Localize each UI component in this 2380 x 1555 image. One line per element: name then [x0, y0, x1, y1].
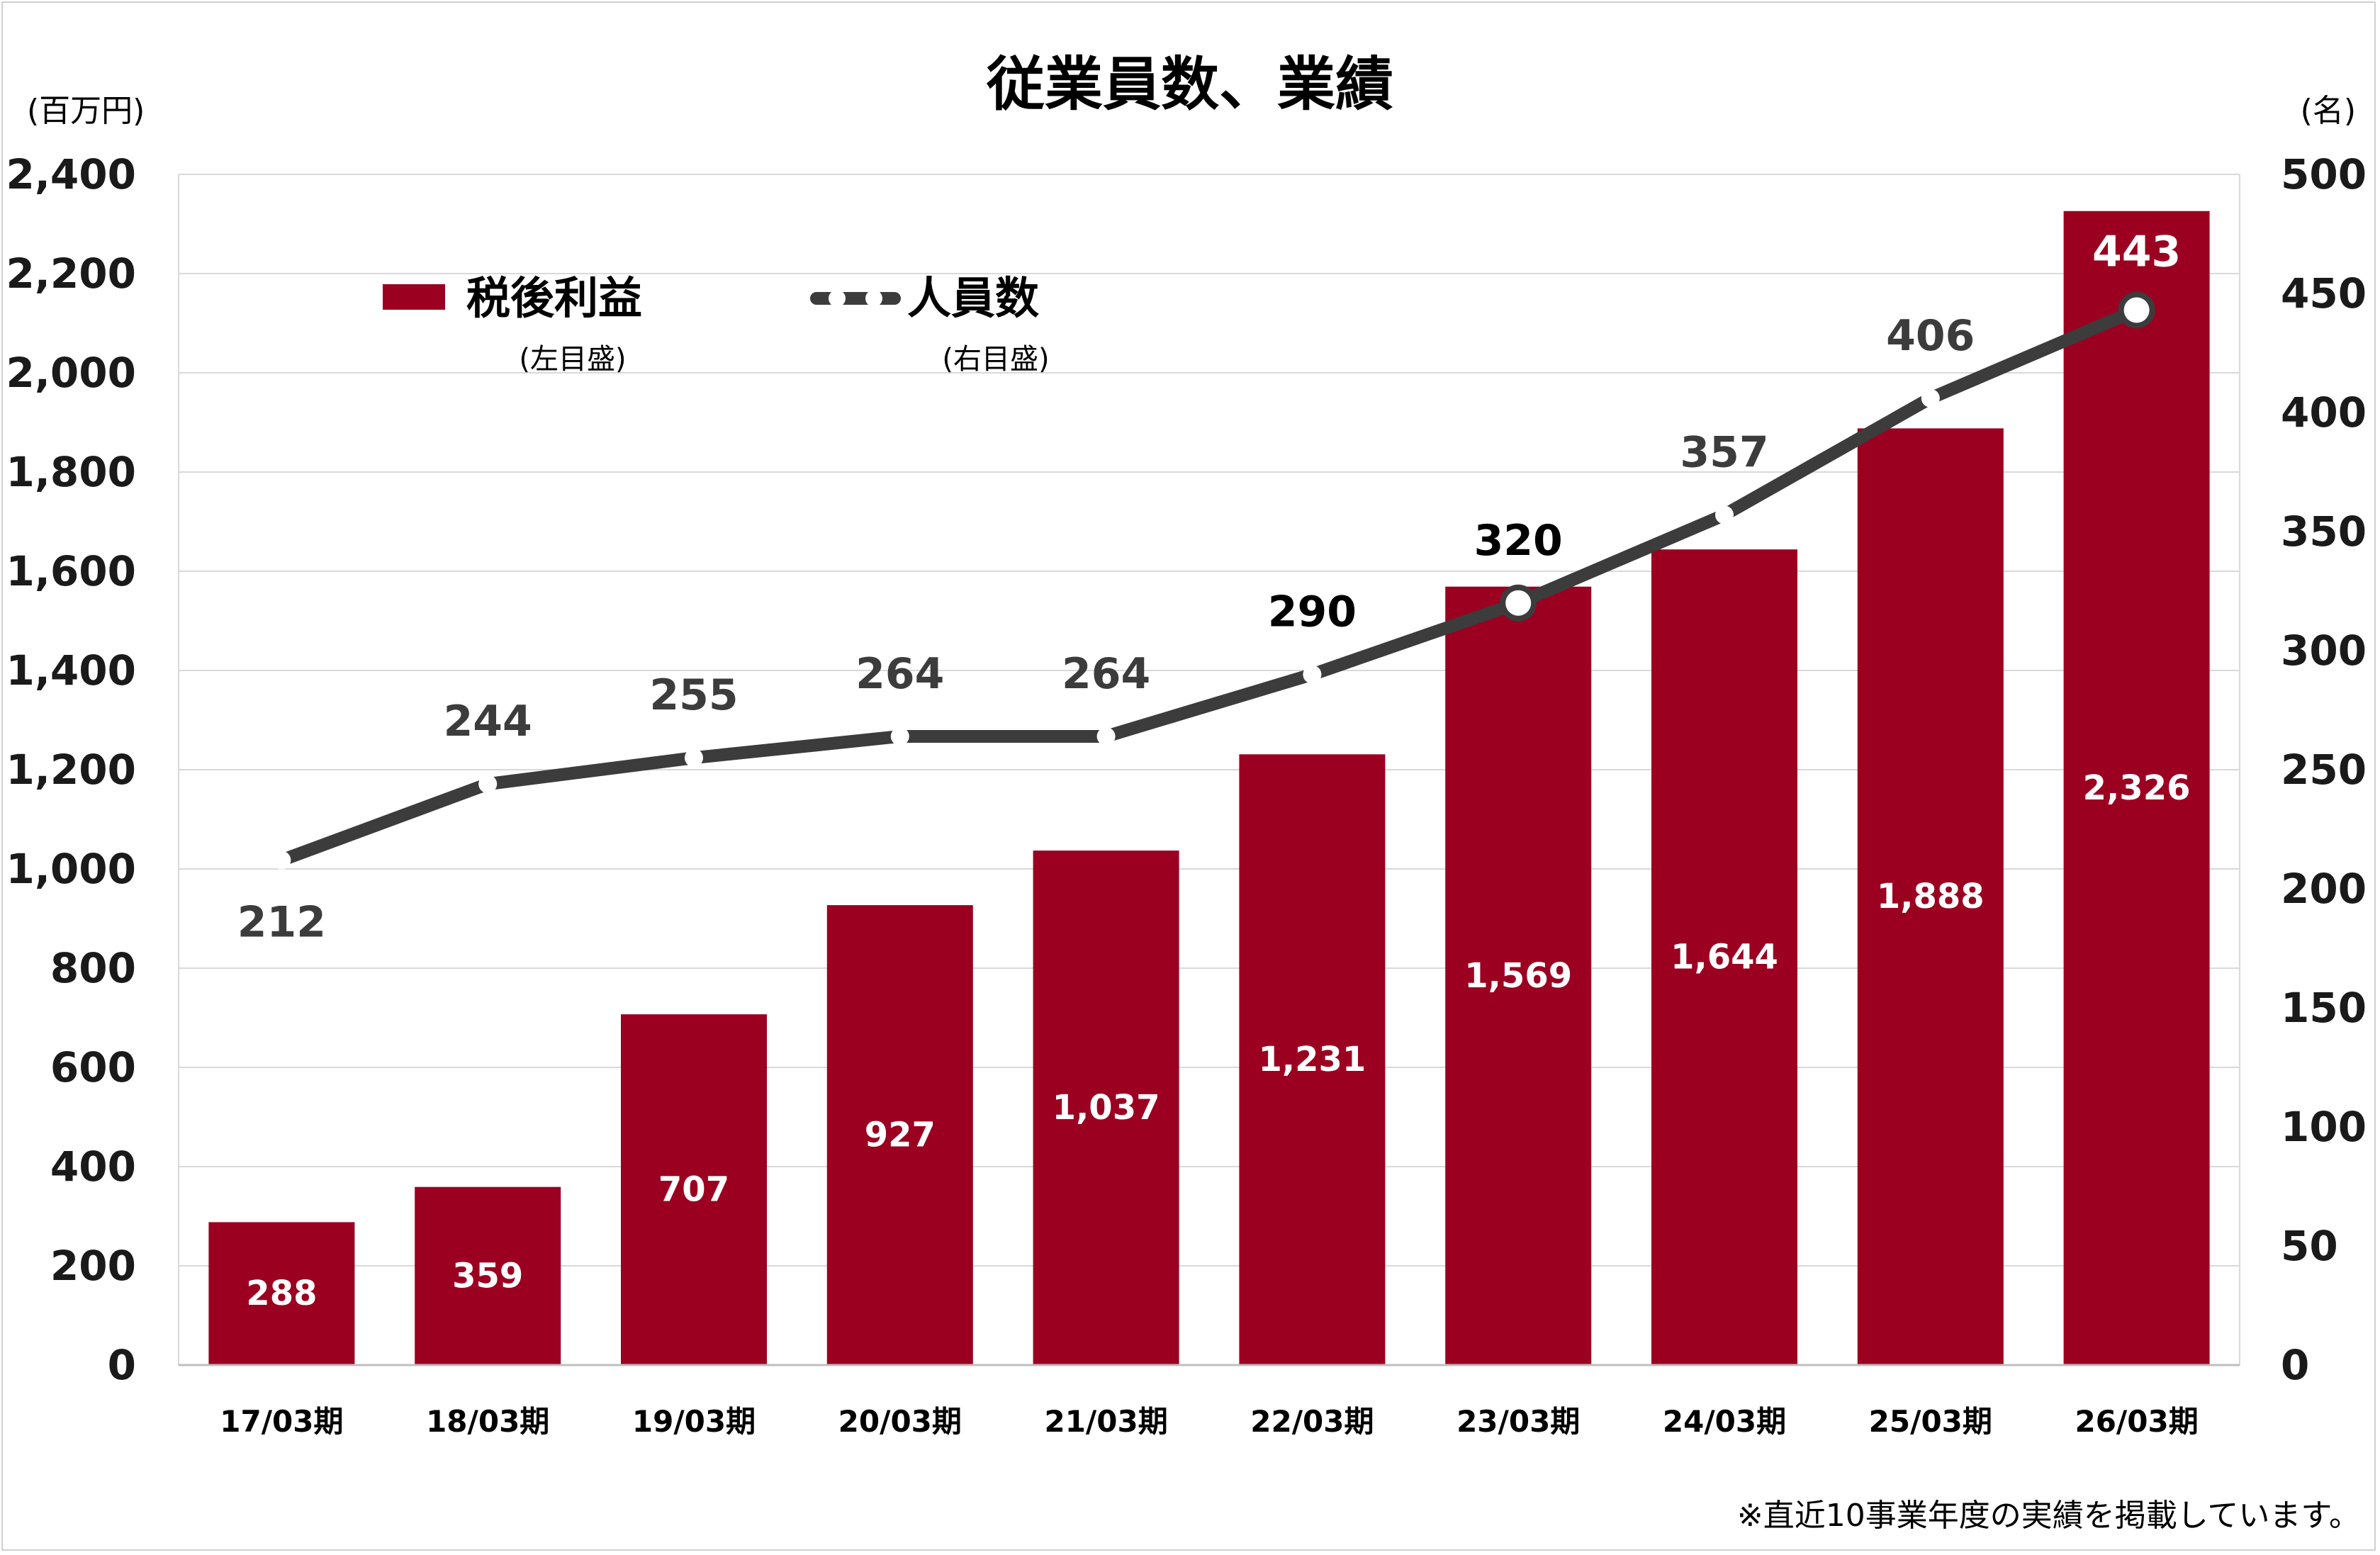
line-point	[1303, 665, 1322, 684]
line-point	[1921, 388, 1940, 408]
x-tick-label: 20/03期	[838, 1404, 962, 1439]
line-point	[272, 851, 291, 870]
y-left-tick-label: 600	[50, 1043, 136, 1091]
bar-value-label: 1,231	[1258, 1040, 1366, 1079]
x-tick-label: 18/03期	[426, 1404, 549, 1439]
footnote: ※直近10事業年度の実績を掲載しています。	[1736, 1498, 2360, 1534]
line-point	[1715, 505, 1734, 524]
chart-title: 従業員数、業績	[986, 51, 1393, 118]
y-right-tick-label: 150	[2281, 984, 2367, 1032]
y-left-tick-label: 2,400	[6, 150, 136, 198]
y-left-tick-label: 0	[108, 1341, 136, 1389]
bar	[1033, 851, 1179, 1365]
y-left-tick-label: 1,400	[6, 646, 136, 695]
bar-value-label: 2,326	[2083, 768, 2191, 808]
y-right-tick-label: 100	[2281, 1103, 2367, 1151]
bar	[1857, 428, 2004, 1365]
line-value-label: 290	[1268, 588, 1357, 637]
bar	[1445, 586, 1592, 1366]
line-value-label: 320	[1474, 516, 1563, 566]
x-tick-label: 21/03期	[1044, 1404, 1167, 1439]
line-value-label: 244	[444, 697, 532, 746]
x-tick-label: 24/03期	[1663, 1404, 1786, 1439]
line-value-label: 255	[649, 670, 738, 720]
bar-value-label: 707	[658, 1170, 729, 1210]
y-right-tick-label: 500	[2281, 150, 2367, 198]
x-tick-label: 23/03期	[1456, 1404, 1580, 1439]
line-point-highlight-inner	[2123, 297, 2150, 323]
x-tick-label: 17/03期	[220, 1404, 343, 1439]
line-value-label: 443	[2092, 228, 2181, 277]
legend-bar-label: 税後利益	[466, 272, 642, 324]
y-left-tick-label: 400	[50, 1143, 136, 1191]
x-tick-label: 26/03期	[2075, 1404, 2198, 1439]
x-tick-label: 25/03期	[1869, 1404, 1992, 1439]
y-left-tick-label: 200	[50, 1242, 136, 1290]
line-value-label: 357	[1680, 427, 1768, 477]
bar-value-label: 1,569	[1464, 956, 1572, 996]
y-right-tick-label: 0	[2281, 1341, 2309, 1389]
y-left-tick-label: 2,200	[6, 249, 136, 298]
line-value-label: 406	[1886, 311, 1975, 361]
legend: 税後利益 (左目盛) 人員数 (右目盛)	[383, 272, 1050, 376]
legend-line-label: 人員数	[907, 272, 1039, 324]
bar	[621, 1014, 767, 1365]
bar-series	[208, 210, 2210, 1366]
legend-line-sub: (右目盛)	[942, 343, 1049, 376]
y-left-tick-label: 800	[50, 944, 136, 992]
bar	[1651, 549, 1797, 1366]
line-point	[1096, 726, 1116, 746]
line-point	[478, 775, 498, 794]
legend-bar-sub: (左目盛)	[519, 343, 626, 376]
line-point-highlight-inner	[1505, 590, 1532, 616]
bar	[415, 1186, 561, 1365]
data-labels: 288 359 707 927 1,037 1,231 1,569 1,644 1,888 2,3…	[237, 228, 2191, 1314]
bar-value-label: 1,644	[1671, 938, 1778, 977]
y-left-tick-label: 1,000	[6, 845, 136, 893]
y-right-tick-label: 300	[2281, 627, 2367, 675]
bar	[208, 1222, 355, 1365]
legend-line-marker	[829, 290, 846, 307]
y-left-tick-label: 2,000	[6, 349, 136, 397]
bar-value-label: 1,037	[1053, 1088, 1160, 1128]
y-left-tick-label: 1,800	[6, 448, 136, 496]
line-point	[890, 726, 909, 746]
bar	[1239, 754, 1386, 1365]
y-right-tick-label: 250	[2281, 746, 2367, 794]
right-axis-unit: (名)	[2300, 93, 2356, 129]
line-value-label: 212	[237, 898, 326, 948]
x-tick-label: 22/03期	[1250, 1404, 1374, 1439]
bar-value-label: 927	[865, 1116, 936, 1155]
legend-line-marker	[865, 290, 882, 307]
x-tick-label: 19/03期	[632, 1404, 756, 1439]
y-right-tick-label: 350	[2281, 507, 2367, 556]
line-value-label: 264	[1062, 649, 1150, 699]
axes: 0 200 400 600 800 1,000 1,200 1,400 1,600 1,800 2,…	[6, 150, 2367, 1439]
line-series	[272, 291, 2155, 870]
y-right-tick-label: 400	[2281, 388, 2367, 437]
line-path	[275, 303, 2143, 867]
y-right-tick-label: 450	[2281, 269, 2367, 318]
y-right-tick-label: 50	[2281, 1222, 2338, 1270]
line-point	[685, 748, 703, 768]
left-axis-unit: (百万円)	[27, 93, 145, 129]
line-value-label: 264	[855, 649, 944, 699]
bar-value-label: 1,888	[1877, 877, 1985, 916]
bar-value-label: 288	[246, 1274, 317, 1313]
legend-bar-swatch	[383, 284, 445, 310]
bar	[826, 905, 973, 1365]
bar	[2063, 210, 2210, 1365]
y-left-tick-label: 1,200	[6, 746, 136, 794]
y-left-tick-label: 1,600	[6, 547, 136, 595]
bar-value-label: 359	[452, 1256, 523, 1296]
y-right-tick-label: 200	[2281, 865, 2367, 913]
